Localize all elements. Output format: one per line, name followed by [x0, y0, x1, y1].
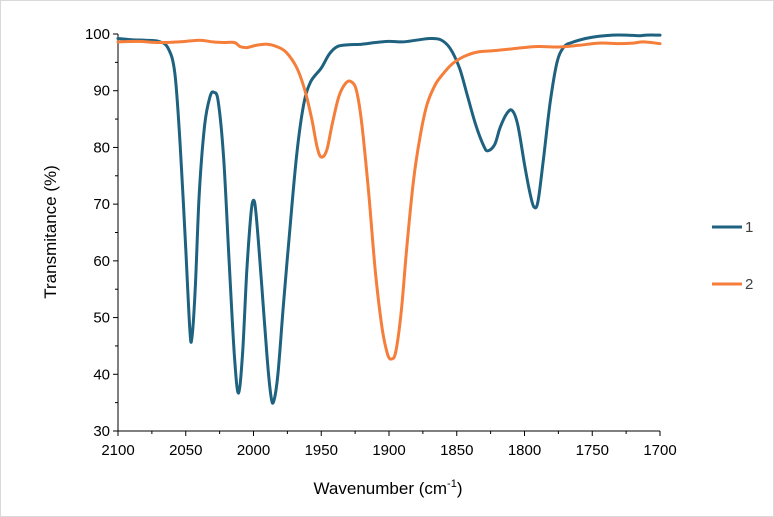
legend: 12: [712, 219, 753, 293]
y-tick-label: 60: [93, 253, 110, 270]
x-tick-label: 2050: [169, 442, 202, 459]
y-tick-label: 70: [93, 196, 110, 213]
x-axis-title: Wavenumber (cm-1): [314, 478, 463, 498]
series-layer: [116, 33, 662, 405]
x-tick-label: 1900: [372, 442, 405, 459]
y-tick-label: 40: [93, 366, 110, 383]
x-tick-label: 1700: [643, 442, 676, 459]
legend-label-2: 2: [745, 276, 753, 293]
x-tick-label: 2000: [237, 442, 270, 459]
series-line-1: [116, 33, 662, 405]
x-axis-title-superscript: -1: [447, 478, 457, 490]
y-axis: 30 40 50 60 70 80 90 100: [85, 26, 119, 440]
y-tick-label: 30: [93, 423, 110, 440]
x-tick-label: 1800: [508, 442, 541, 459]
y-tick-label: 50: [93, 310, 110, 327]
x-axis-title-end: ): [457, 479, 463, 498]
legend-label-1: 1: [745, 219, 753, 236]
x-tick-label: 1750: [576, 442, 609, 459]
y-tick-label: 90: [93, 83, 110, 100]
y-tick-label: 80: [93, 139, 110, 156]
y-tick-label: 100: [85, 26, 110, 43]
series-line-2: [116, 38, 662, 361]
x-tick-label: 1950: [305, 442, 338, 459]
x-axis: 2100 2050 2000 1950 1900 1850 1800 1750 1700: [101, 430, 677, 459]
x-tick-label: 2100: [101, 442, 134, 459]
x-tick-label: 1850: [440, 442, 473, 459]
y-axis-title: Transmitance (%): [41, 165, 60, 299]
x-axis-title-main: Wavenumber (cm: [314, 479, 448, 498]
